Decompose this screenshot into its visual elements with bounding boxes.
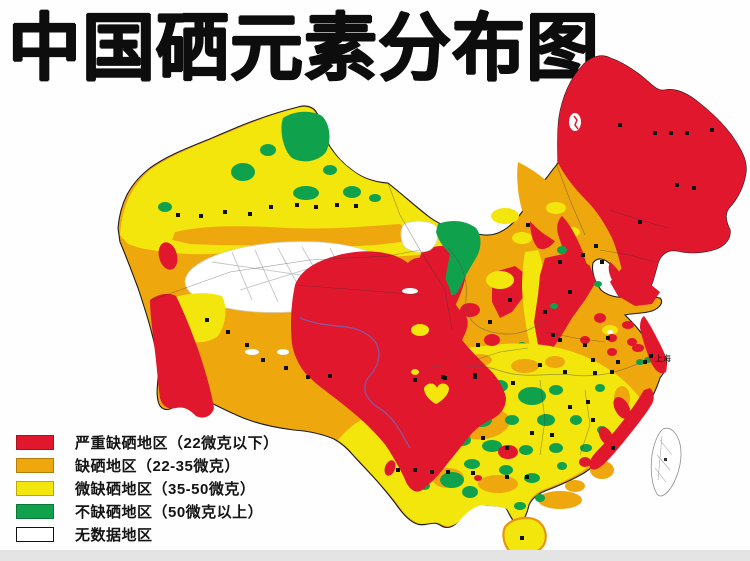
city-dot [550, 433, 554, 437]
shanghai-label: 上海 [649, 353, 671, 363]
city-dot [505, 475, 509, 479]
city-dot [586, 400, 590, 404]
city-dot [314, 205, 318, 209]
city-dot [223, 210, 227, 214]
legend-item-severe-selenium-deficient: 严重缺硒地区（22微克以下） [16, 431, 279, 454]
region-north-china [486, 246, 660, 356]
legend-item-selenium-deficient: 缺硒地区（22-35微克） [16, 454, 279, 477]
city-dot [558, 338, 562, 342]
city-dot [593, 371, 597, 375]
city-dot [591, 418, 595, 422]
page-title: 中国硒元素分布图 [8, 8, 600, 89]
city-dot [295, 203, 299, 207]
region-central-red [291, 251, 506, 492]
city-dot [245, 343, 249, 347]
city-dot [525, 475, 529, 479]
bottom-bar [0, 550, 750, 561]
city-dot [471, 471, 475, 475]
city-dot [591, 358, 595, 362]
city-dot [551, 333, 555, 337]
city-dot [543, 310, 547, 314]
city-dot [488, 320, 492, 324]
city-dot [441, 375, 445, 379]
city-dots [176, 123, 714, 540]
legend-swatch-no-data [16, 527, 54, 542]
city-dot [176, 213, 180, 217]
legend-swatch-severe-selenium-deficient [16, 435, 54, 450]
city-dot [616, 360, 620, 364]
svg-text:上海: 上海 [655, 353, 671, 363]
city-dot [638, 220, 642, 224]
region-hainan [502, 516, 547, 557]
legend-item-non-deficient: 不缺硒地区（50微克以上） [16, 500, 279, 523]
city-dot [413, 378, 417, 382]
city-dot [563, 370, 567, 374]
legend-label-severe-selenium-deficient: 严重缺硒地区（22微克以下） [75, 435, 279, 452]
legend-label-non-deficient: 不缺硒地区（50微克以上） [75, 504, 264, 521]
city-dot [568, 290, 572, 294]
city-dot [248, 212, 252, 216]
city-dot [430, 470, 434, 474]
city-dot [335, 203, 339, 207]
city-dot [205, 318, 209, 322]
legend-swatch-mild-selenium-deficient [16, 481, 54, 496]
city-dot [328, 374, 332, 378]
city-dot [611, 446, 615, 450]
city-dot [643, 360, 647, 364]
city-dot [508, 298, 512, 302]
city-dot [481, 436, 485, 440]
city-dot [354, 204, 358, 208]
city-dot [618, 123, 622, 127]
legend-swatch-selenium-deficient [16, 458, 54, 473]
city-dot [538, 363, 542, 367]
city-dot [446, 470, 450, 474]
city-dot [600, 260, 604, 264]
city-dot [685, 131, 689, 135]
city-dot [568, 405, 572, 409]
city-dot [581, 253, 585, 257]
city-dot [269, 205, 273, 209]
city-dot [583, 343, 587, 347]
region-northeast [517, 56, 747, 296]
legend: 严重缺硒地区（22微克以下） 缺硒地区（22-35微克） 微缺硒地区（35-50微克… [16, 431, 279, 546]
city-dot [261, 358, 265, 362]
city-dot [594, 244, 598, 248]
city-dot [520, 536, 524, 540]
city-dot [669, 131, 673, 135]
city-dot [653, 131, 657, 135]
city-dot [606, 336, 610, 340]
region-east-coast [579, 316, 667, 470]
legend-item-no-data: 无数据地区 [16, 523, 279, 546]
city-dot [511, 381, 515, 385]
city-dot [476, 343, 480, 347]
legend-swatch-non-deficient [16, 504, 54, 519]
city-dot [530, 431, 534, 435]
city-dot [610, 370, 614, 374]
legend-label-no-data: 无数据地区 [75, 527, 153, 544]
city-dot [526, 223, 530, 227]
city-dot [306, 375, 310, 379]
city-dot [473, 373, 477, 377]
legend-label-selenium-deficient: 缺硒地区（22-35微克） [75, 458, 240, 475]
legend-item-mild-selenium-deficient: 微缺硒地区（35-50微克） [16, 477, 279, 500]
city-dot [558, 260, 562, 264]
region-tibet [150, 293, 289, 418]
city-dot [199, 214, 203, 218]
city-dot [692, 186, 696, 190]
city-dot [413, 468, 417, 472]
city-dot [675, 183, 679, 187]
province-borders [151, 162, 669, 456]
city-dot [396, 468, 400, 472]
region-taiwan [650, 427, 682, 497]
legend-label-mild-selenium-deficient: 微缺硒地区（35-50微克） [75, 481, 256, 498]
city-dot [226, 330, 230, 334]
city-dot [710, 128, 714, 132]
city-dot [505, 446, 509, 450]
city-dot [284, 366, 288, 370]
